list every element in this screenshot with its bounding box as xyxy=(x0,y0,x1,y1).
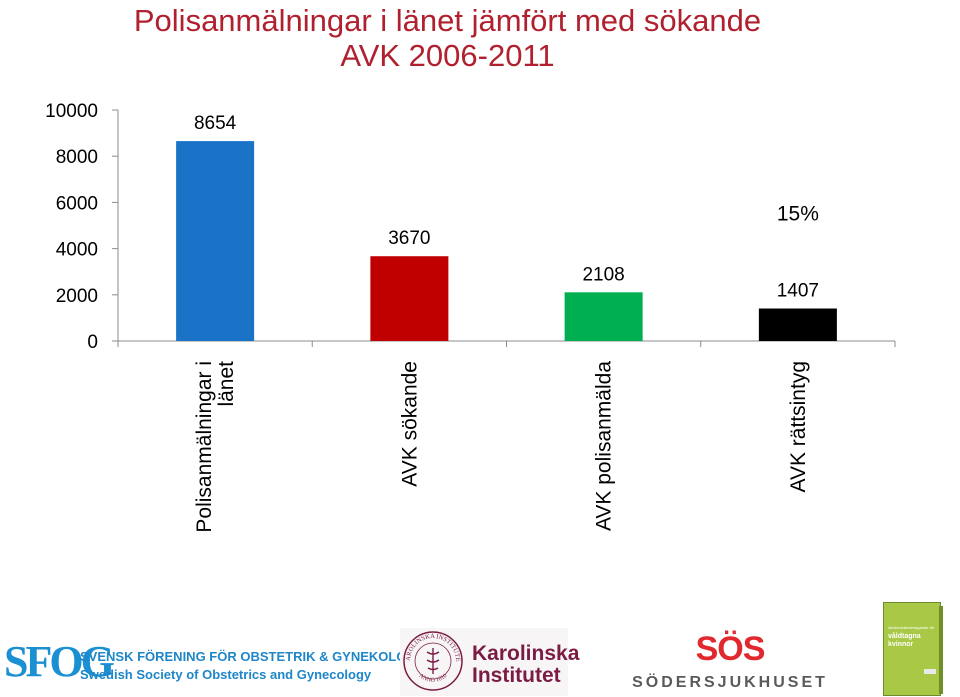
y-tick-label: 8000 xyxy=(56,147,98,168)
annotation-label: 15% xyxy=(777,202,819,225)
karolinska-seal-icon: KAROLINSKA INSTITUTET ANNO 1810 xyxy=(402,630,463,691)
chart-title-line-1: Polisanmälningar i länet jämfört med sök… xyxy=(133,3,762,38)
sfog-logo: SFOG SVENSK FÖRENING FÖR OBSTETRIK & GYN… xyxy=(4,632,420,696)
sodersjukhuset-name: SÖDERSJUKHUSET xyxy=(632,674,828,691)
bar xyxy=(370,256,449,341)
x-category-label: AVK rättsintyg xyxy=(787,361,810,493)
y-tick-label: 4000 xyxy=(56,240,98,261)
data-label: 8654 xyxy=(194,113,237,134)
data-label: 3670 xyxy=(388,228,430,249)
x-category-label-line: AVK polisanmälda xyxy=(593,361,616,531)
sfog-name-english: Swedish Society of Obstetrics and Gyneco… xyxy=(80,667,372,682)
karolinska-name-line-1: Karolinska xyxy=(472,642,580,665)
bar xyxy=(564,292,643,341)
sos-mark-text: SÖS xyxy=(695,630,766,668)
bar xyxy=(758,308,837,341)
booklet-title: våldtagna kvinnor xyxy=(888,633,921,648)
x-category-label: AVK sökande xyxy=(398,361,421,487)
x-category-label-line: Polisanmälningar i xyxy=(193,361,216,533)
y-tick-label: 2000 xyxy=(56,286,98,307)
y-tick-label: 6000 xyxy=(56,193,98,214)
karolinska-seal-text: KAROLINSKA INSTITUTET xyxy=(402,630,461,662)
karolinska-seal-year: ANNO 1810 xyxy=(418,673,449,684)
x-category-label-line: AVK rättsintyg xyxy=(787,361,810,493)
chart-title-line-2: AVK 2006-2011 xyxy=(340,38,555,73)
sfog-logo-letters: SFOG xyxy=(4,637,115,686)
x-category-label: AVK polisanmälda xyxy=(593,361,616,531)
sfog-name-swedish: SVENSK FÖRENING FÖR OBSTETRIK & GYNEKOLO… xyxy=(80,649,421,664)
data-label: 1407 xyxy=(777,280,819,301)
karolinska-name-line-2: Institutet xyxy=(472,664,561,687)
booklet-cover: Akutomhändertagande för våldtagna kvinno… xyxy=(883,602,943,696)
booklet-spine xyxy=(939,606,943,694)
x-category-label-line: AVK sökande xyxy=(398,361,421,487)
y-tick-label: 10000 xyxy=(45,101,98,122)
karolinska-logo: KAROLINSKA INSTITUTET ANNO 1810 Karolins… xyxy=(400,628,579,696)
sos-mark: SÖS xyxy=(690,630,770,672)
chart-labels: 8654 Polisanmälningar i länet 3670 AVK sökan… xyxy=(193,113,819,533)
x-category-label-line: länet xyxy=(215,361,238,407)
chart-axes: 0 2000 4000 6000 8000 10000 xyxy=(45,101,896,353)
chart-bars xyxy=(176,141,837,341)
data-label: 2108 xyxy=(582,264,624,285)
bar xyxy=(176,141,255,341)
footer-logos: SFOG SVENSK FÖRENING FÖR OBSTETRIK & GYN… xyxy=(0,600,960,697)
booklet-subtitle: Akutomhändertagande för xyxy=(888,625,935,630)
svg-text:KAROLINSKA INSTITUTET: KAROLINSKA INSTITUTET xyxy=(402,630,461,662)
x-category-label: Polisanmälningar i länet xyxy=(193,361,238,533)
svg-text:ANNO 1810: ANNO 1810 xyxy=(418,673,449,684)
booklet-cover-face: Akutomhändertagande för våldtagna kvinno… xyxy=(883,602,941,696)
sodersjukhuset-logo: SÖS SÖDERSJUKHUSET xyxy=(630,630,830,696)
booklet-badge xyxy=(924,669,936,674)
bar-chart: 0 2000 4000 6000 8000 10000 8654 Polisanmälnin… xyxy=(45,101,896,533)
y-tick-label: 0 xyxy=(87,332,98,353)
